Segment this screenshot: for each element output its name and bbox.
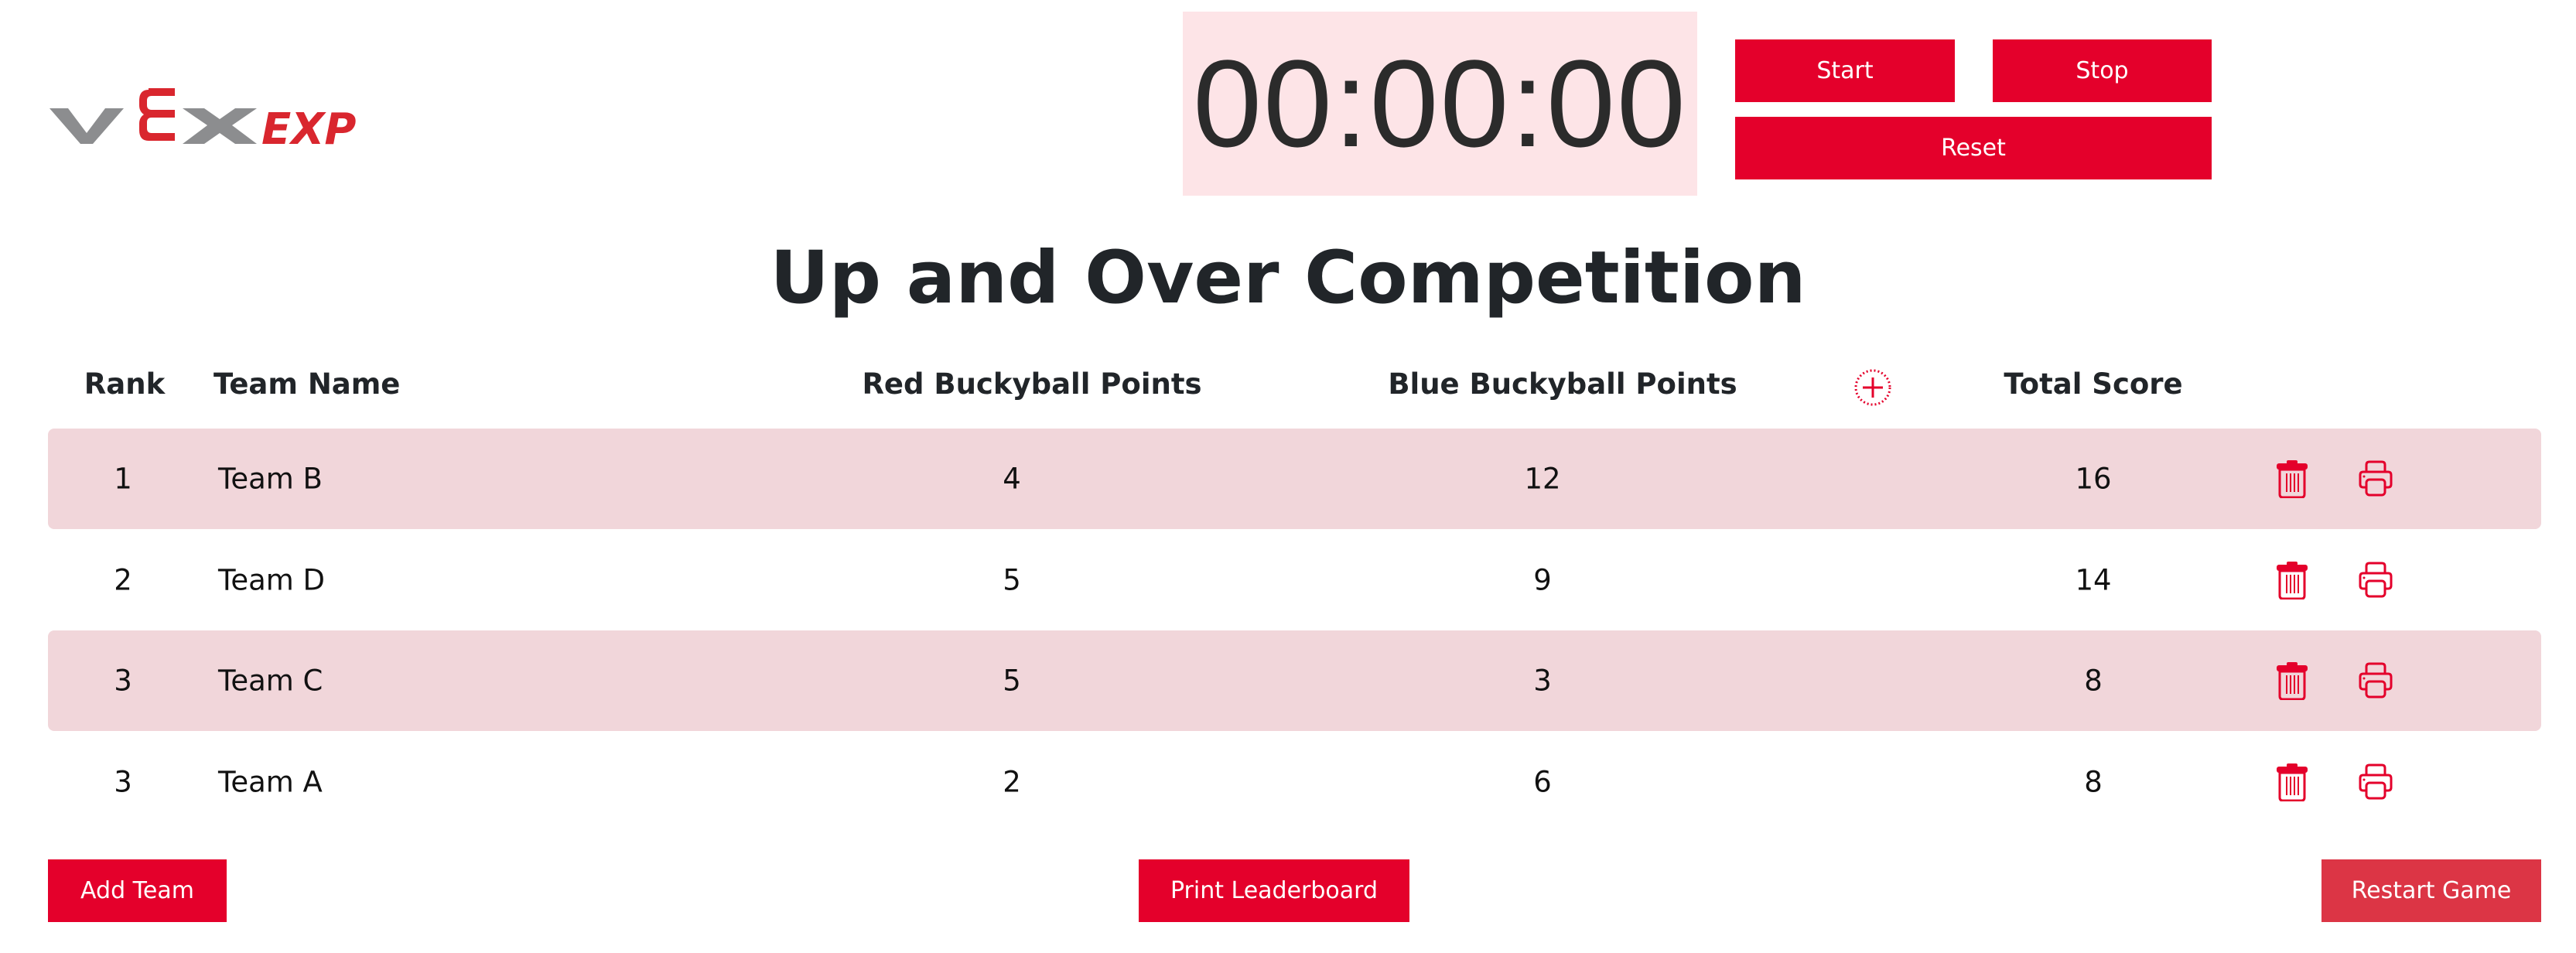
total-score-cell: 16: [2075, 462, 2112, 496]
rank-cell: 3: [114, 765, 132, 799]
total-score-cell: 8: [2084, 664, 2103, 698]
blue-points-cell: 3: [1533, 664, 1552, 698]
total-score-cell: 8: [2084, 765, 2103, 799]
restart-game-button[interactable]: Restart Game: [2321, 859, 2541, 922]
print-icon[interactable]: [2358, 561, 2393, 599]
trash-icon[interactable]: [2274, 459, 2310, 499]
print-leaderboard-button[interactable]: Print Leaderboard: [1139, 859, 1409, 922]
header-red-points: Red Buckyball Points: [862, 367, 1202, 401]
red-points-cell: 5: [1003, 664, 1021, 698]
page-title: Up and Over Competition: [770, 236, 1806, 320]
table-row: 2 Team D 5 9 14: [48, 530, 2541, 630]
red-points-cell: 5: [1003, 563, 1021, 597]
rank-cell: 3: [114, 664, 132, 698]
team-name-cell: Team D: [218, 563, 326, 597]
timer-display: 00:00:00: [1183, 12, 1697, 196]
rank-cell: 2: [114, 563, 132, 597]
team-name-cell: Team C: [218, 664, 323, 698]
rank-cell: 1: [114, 462, 132, 496]
add-column-plus-icon[interactable]: [1853, 368, 1892, 407]
stop-button[interactable]: Stop: [1993, 39, 2212, 102]
header-blue-points: Blue Buckyball Points: [1388, 367, 1737, 401]
header-team-name: Team Name: [214, 367, 401, 401]
trash-icon[interactable]: [2274, 561, 2310, 600]
trash-icon[interactable]: [2274, 661, 2310, 701]
table-row: 1 Team B 4 12 16: [48, 429, 2541, 529]
red-points-cell: 2: [1003, 765, 1021, 799]
start-button[interactable]: Start: [1735, 39, 1955, 102]
table-row: 3 Team C 5 3 8: [48, 630, 2541, 731]
blue-points-cell: 12: [1524, 462, 1561, 496]
team-name-cell: Team A: [218, 765, 323, 799]
svg-text:EXP: EXP: [261, 104, 356, 147]
red-points-cell: 4: [1003, 462, 1021, 496]
reset-button[interactable]: Reset: [1735, 117, 2212, 179]
add-team-button[interactable]: Add Team: [48, 859, 227, 922]
print-icon[interactable]: [2358, 763, 2393, 801]
trash-icon[interactable]: [2274, 763, 2310, 802]
blue-points-cell: 9: [1533, 563, 1552, 597]
total-score-cell: 14: [2075, 563, 2112, 597]
header-rank: Rank: [84, 367, 166, 401]
print-icon[interactable]: [2358, 459, 2393, 498]
blue-points-cell: 6: [1533, 765, 1552, 799]
vex-exp-logo: EXP: [50, 88, 356, 147]
team-name-cell: Team B: [218, 462, 323, 496]
print-icon[interactable]: [2358, 661, 2393, 700]
header-total-score: Total Score: [2004, 367, 2183, 401]
table-row: 3 Team A 2 6 8: [48, 732, 2541, 832]
